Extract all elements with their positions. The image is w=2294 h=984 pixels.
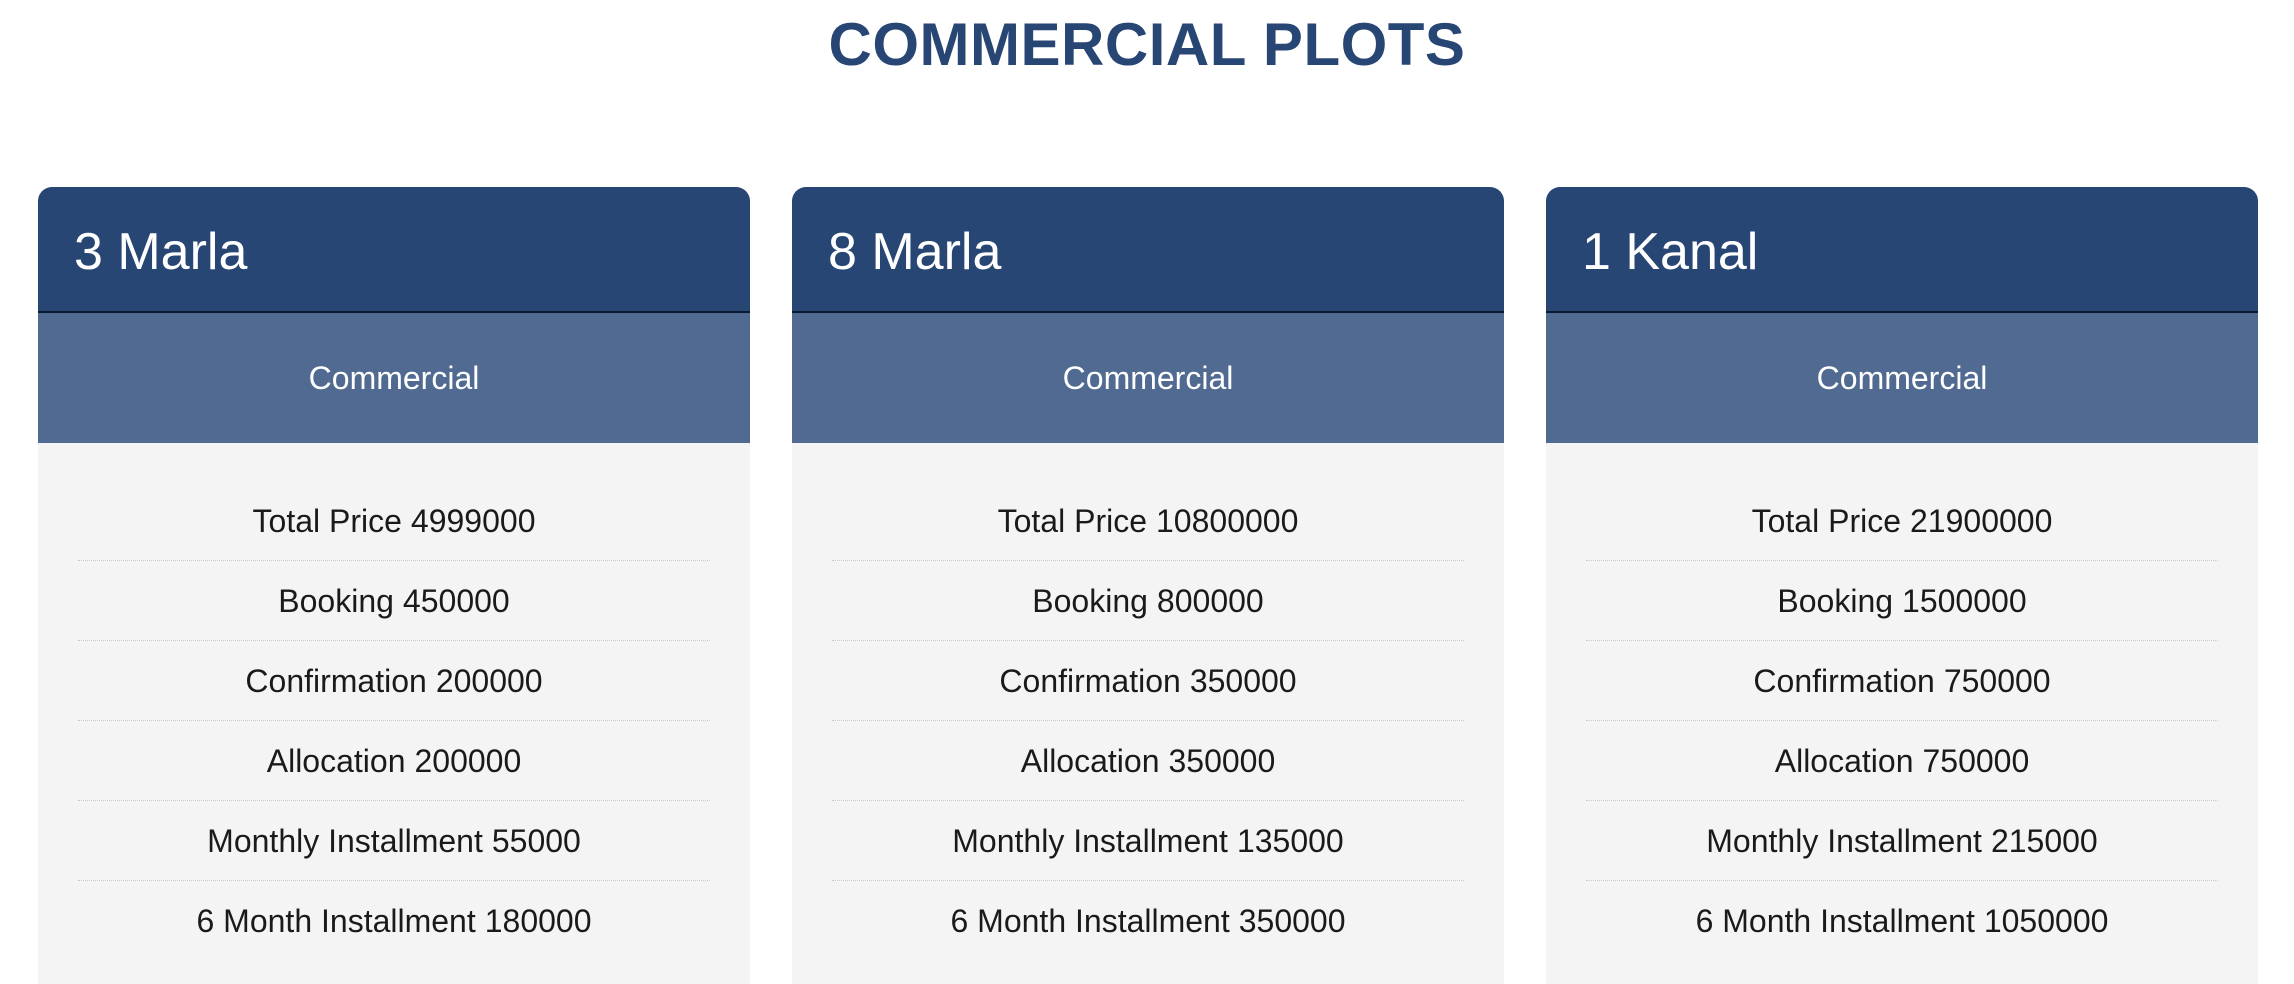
row-label: Total Price [997, 502, 1147, 539]
price-row-6-month-installment: 6 Month Installment 1050000 [1586, 881, 2218, 961]
row-value: 350000 [1189, 662, 1297, 699]
price-list: Total Price 4999000 Booking 450000 Confirm… [38, 443, 750, 961]
row-label: Monthly Installment [207, 822, 483, 859]
card-title: 8 Marla [828, 223, 1002, 281]
card-category-label: Commercial [308, 360, 480, 396]
price-row-monthly-installment: Monthly Installment 55000 [78, 801, 710, 881]
row-value: 350000 [1168, 742, 1276, 779]
row-value: 750000 [1922, 742, 2030, 779]
row-value: 4999000 [410, 502, 536, 539]
card-category: Commercial [38, 313, 750, 443]
row-label: Booking [1777, 582, 1894, 619]
price-row-allocation: Allocation 750000 [1586, 721, 2218, 801]
price-row-6-month-installment: 6 Month Installment 180000 [78, 881, 710, 961]
price-row-allocation: Allocation 350000 [832, 721, 1464, 801]
price-row-booking: Booking 800000 [832, 561, 1464, 641]
row-label: 6 Month Installment [950, 903, 1230, 939]
row-value: 1050000 [1983, 903, 2109, 939]
price-row-total-price: Total Price 21900000 [1586, 481, 2218, 561]
price-row-total-price: Total Price 10800000 [832, 481, 1464, 561]
row-value: 21900000 [1910, 502, 2053, 539]
pricing-card-8-marla: 8 Marla Commercial Total Price 10800000 B… [792, 187, 1504, 984]
row-label: Confirmation [1753, 662, 1935, 699]
pricing-card-3-marla: 3 Marla Commercial Total Price 4999000 Bo… [38, 187, 750, 984]
row-value: 450000 [402, 582, 510, 619]
row-label: Total Price [1751, 502, 1901, 539]
row-label: Confirmation [245, 662, 427, 699]
price-row-total-price: Total Price 4999000 [78, 481, 710, 561]
row-value: 1500000 [1902, 582, 2027, 619]
price-row-6-month-installment: 6 Month Installment 350000 [832, 881, 1464, 961]
card-title: 1 Kanal [1582, 223, 1759, 281]
row-label: Allocation [266, 742, 406, 779]
row-label: Booking [278, 582, 394, 619]
row-value: 750000 [1943, 662, 2051, 699]
row-value: 800000 [1156, 582, 1264, 619]
price-row-booking: Booking 450000 [78, 561, 710, 641]
row-label: Allocation [1020, 742, 1160, 779]
row-label: 6 Month Installment [1695, 903, 1975, 939]
card-category-label: Commercial [1816, 360, 1988, 396]
row-value: 10800000 [1156, 502, 1299, 539]
row-value: 200000 [435, 662, 543, 699]
row-value: 215000 [1990, 822, 2098, 859]
price-row-monthly-installment: Monthly Installment 215000 [1586, 801, 2218, 881]
price-row-booking: Booking 1500000 [1586, 561, 2218, 641]
card-category-label: Commercial [1062, 360, 1234, 396]
row-label: Total Price [252, 502, 402, 539]
row-value: 135000 [1236, 822, 1344, 859]
row-label: Monthly Installment [952, 822, 1228, 859]
price-list: Total Price 21900000 Booking 1500000 Confi… [1546, 443, 2258, 961]
card-title: 3 Marla [74, 223, 248, 281]
price-list: Total Price 10800000 Booking 800000 Confir… [792, 443, 1504, 961]
card-header: 8 Marla [792, 187, 1504, 313]
card-category: Commercial [1546, 313, 2258, 443]
card-category: Commercial [792, 313, 1504, 443]
row-label: Allocation [1774, 742, 1914, 779]
row-label: Booking [1032, 582, 1148, 619]
card-header: 1 Kanal [1546, 187, 2258, 313]
price-row-confirmation: Confirmation 750000 [1586, 641, 2218, 721]
row-label: 6 Month Installment [196, 903, 476, 939]
row-value: 55000 [491, 822, 581, 859]
card-header: 3 Marla [38, 187, 750, 313]
price-row-allocation: Allocation 200000 [78, 721, 710, 801]
price-row-confirmation: Confirmation 200000 [78, 641, 710, 721]
row-label: Monthly Installment [1706, 822, 1982, 859]
price-row-monthly-installment: Monthly Installment 135000 [832, 801, 1464, 881]
row-value: 350000 [1238, 903, 1346, 939]
page-title: COMMERCIAL PLOTS [828, 11, 1466, 78]
price-row-confirmation: Confirmation 350000 [832, 641, 1464, 721]
row-value: 180000 [484, 903, 592, 939]
row-label: Confirmation [999, 662, 1181, 699]
row-value: 200000 [414, 742, 522, 779]
pricing-card-1-kanal: 1 Kanal Commercial Total Price 21900000 B… [1546, 187, 2258, 984]
